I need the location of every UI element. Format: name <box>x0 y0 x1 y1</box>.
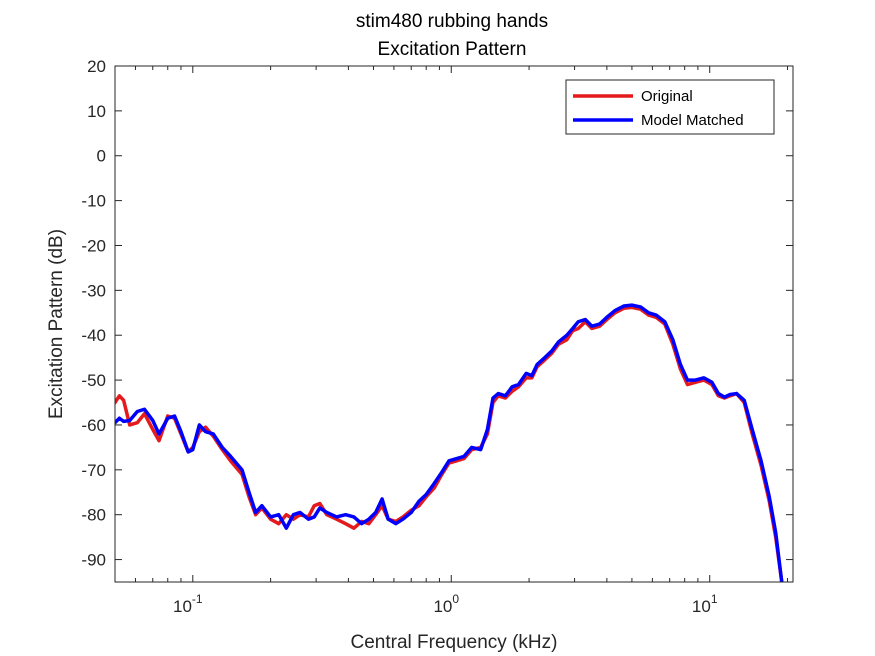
y-tick-label: -90 <box>81 551 106 570</box>
x-tick-label: 101 <box>692 592 718 616</box>
x-tick-label-base: 10 <box>692 597 711 616</box>
chart-title: stim480 rubbing hands Excitation Pattern <box>356 11 548 60</box>
y-tick-label: -50 <box>81 371 106 390</box>
legend: Original Model Matched <box>565 79 775 135</box>
y-tick-label: -60 <box>81 416 106 435</box>
x-axis-label: Central Frequency (kHz) <box>351 632 558 653</box>
x-tick-label: 10-1 <box>173 592 203 616</box>
x-tick-label-base: 10 <box>433 597 452 616</box>
y-tick-label: -20 <box>81 236 106 255</box>
y-tick-label: -30 <box>81 281 106 300</box>
x-tick-labels: 10-1 100 101 <box>173 592 718 616</box>
x-tick-label: 100 <box>433 592 459 616</box>
plot-background <box>115 66 793 582</box>
legend-label: Original <box>641 88 693 105</box>
y-tick-label: -10 <box>81 192 106 211</box>
legend-box <box>565 79 775 135</box>
x-tick-label-exponent: -1 <box>192 592 203 606</box>
x-tick-label-exponent: 0 <box>452 592 459 606</box>
y-tick-label: 20 <box>87 57 106 76</box>
y-axis-label: Excitation Pattern (dB) <box>46 229 67 419</box>
legend-label: Model Matched <box>641 112 744 129</box>
series-layer <box>115 303 784 582</box>
chart-subtitle: Excitation Pattern <box>378 39 527 60</box>
x-tick-label-exponent: 1 <box>711 592 718 606</box>
y-tick-label: 10 <box>87 102 106 121</box>
x-tick-label-base: 10 <box>173 597 192 616</box>
plot-area <box>114 65 794 583</box>
axes-box <box>114 65 794 583</box>
series-line-model-matched <box>115 303 784 582</box>
chart-title-line1: stim480 rubbing hands <box>356 11 548 32</box>
y-tick-label: -70 <box>81 461 106 480</box>
y-tick-label: -40 <box>81 326 106 345</box>
y-tick-label: -80 <box>81 506 106 525</box>
y-tick-label: 0 <box>97 147 106 166</box>
y-tick-labels: 20 10 0 -10 -20 -30 -40 -50 -60 -70 -80 -90 <box>81 57 106 570</box>
